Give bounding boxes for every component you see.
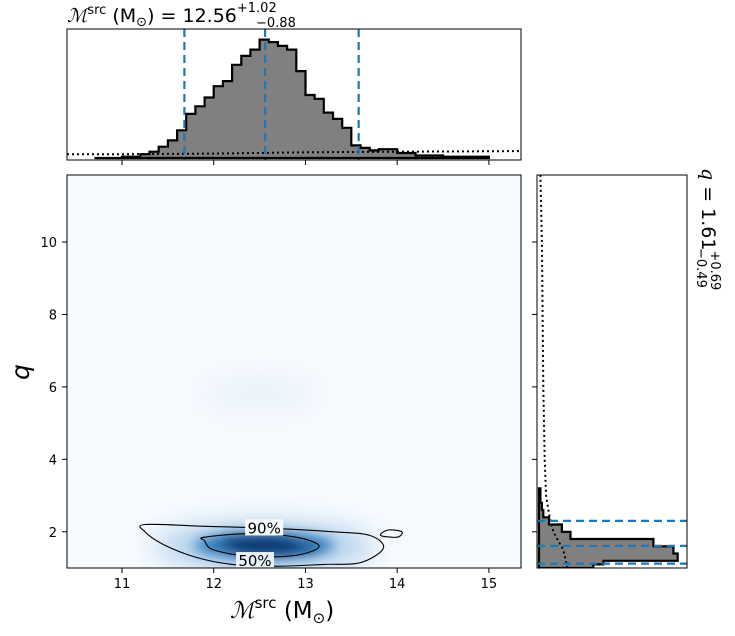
right-histogram [537,487,679,568]
x-tick-label-2: 13 [297,577,314,592]
y-tick-label-2: 6 [49,381,57,396]
x-tick-label-4: 15 [481,577,498,592]
joint-panel-frame [66,174,522,569]
y-tick-label-3: 8 [49,308,57,323]
contour-label-50-bg [236,552,275,568]
top-histogram [94,38,490,160]
density-faint [199,374,320,415]
joint-panel: 90% 50% 11 12 13 14 15 2 4 6 8 10 ℳsrc (M⊙) q [6,174,522,627]
density-peak-1 [216,535,267,550]
contour-label-90-bg [245,519,284,536]
top-panel-title: ℳsrc (M⊙) = 12.56+1.02 −0.88 [67,1,296,31]
x-tick-label-3: 14 [389,577,406,592]
x-axis-label: ℳsrc (M⊙) [230,594,334,627]
y-axis-label: q [6,364,35,380]
right-panel-frame [536,174,688,569]
right-prior-curve [539,175,569,568]
contour-label-50: 50% [238,552,271,570]
top-prior-curve [67,150,521,156]
contour-island [379,529,403,538]
x-tick-label-0: 11 [114,577,131,592]
right-panel-title: q = 1.61+0.69−0.49 [693,168,722,290]
right-marginal-panel: q = 1.61+0.69−0.49 [532,168,722,569]
top-panel-frame [66,28,522,161]
density-core [194,531,335,560]
contour-label-90: 90% [248,519,281,537]
density-peak-2 [274,541,319,555]
y-tick-label-4: 10 [40,236,57,251]
y-tick-label-0: 2 [49,526,57,541]
y-tick-label-1: 4 [49,453,57,468]
x-tick-label-1: 12 [205,577,222,592]
top-marginal-panel: ℳsrc (M⊙) = 12.56+1.02 −0.88 [66,1,522,165]
joint-background [67,175,521,568]
